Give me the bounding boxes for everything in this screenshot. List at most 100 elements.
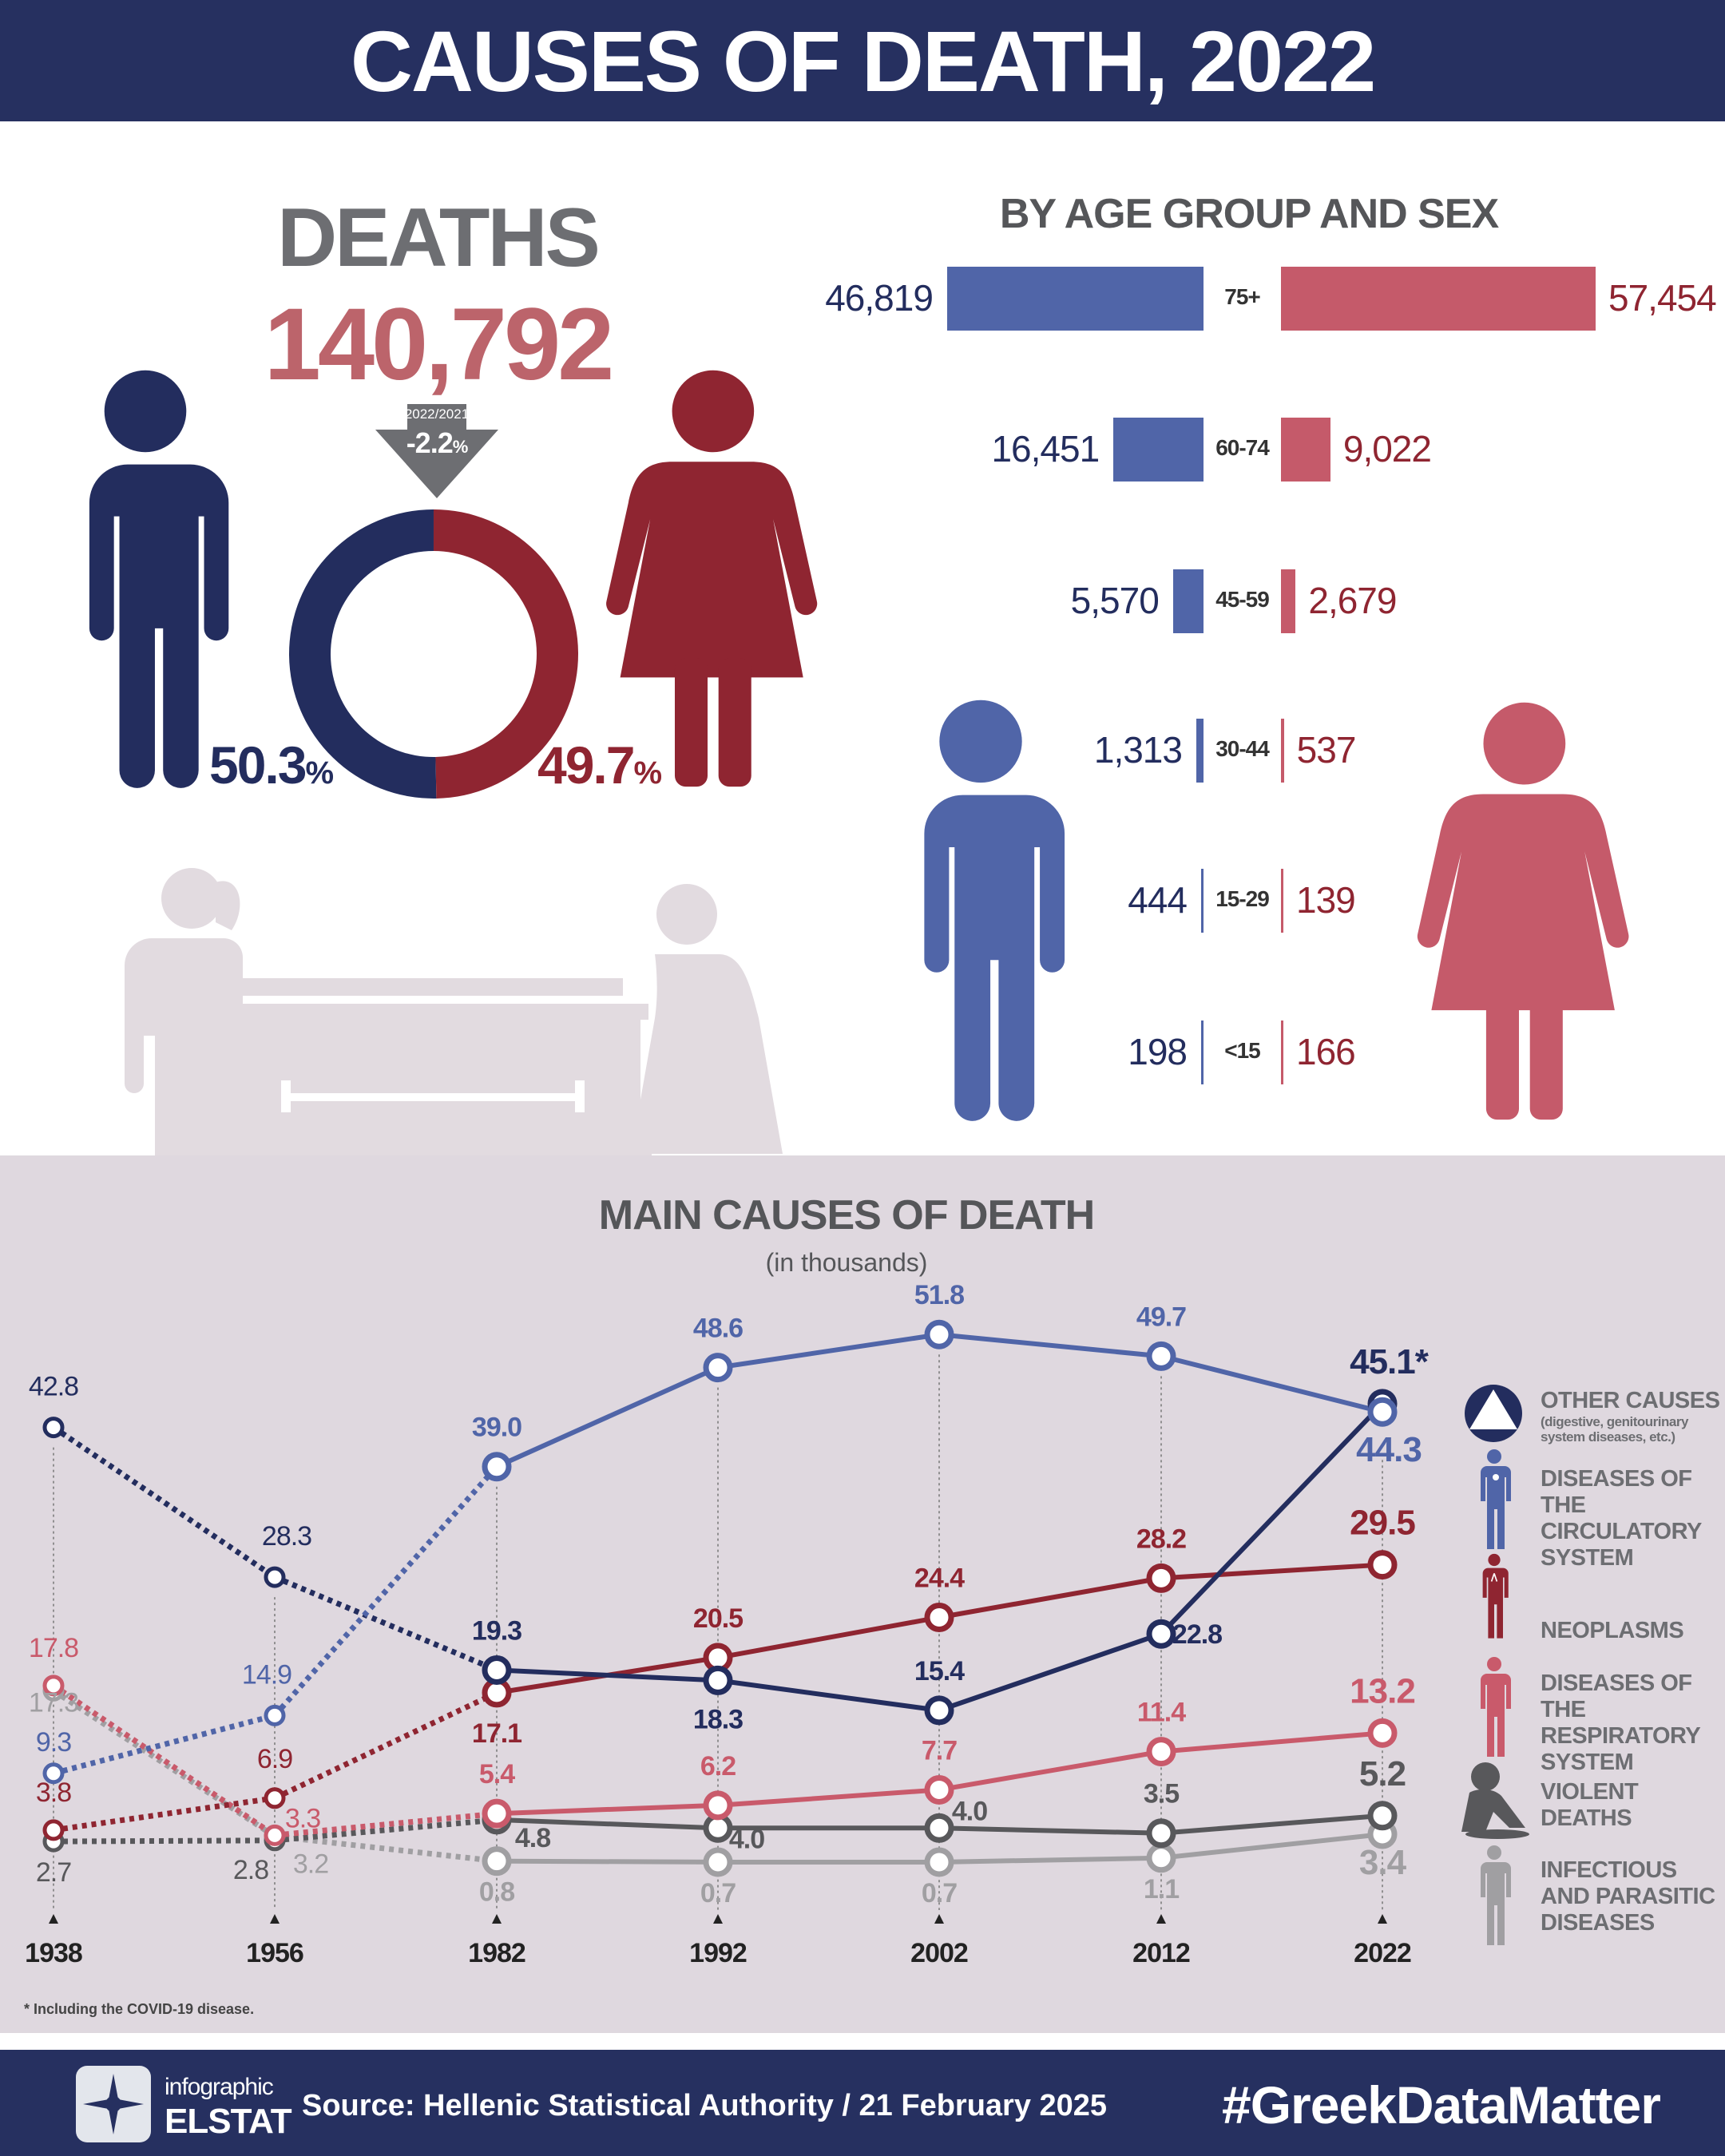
x-tick-arrow (270, 1914, 280, 1924)
male-count: 198 (1128, 1031, 1188, 1072)
series-segment (717, 1615, 940, 1660)
elstat-logo (76, 2066, 151, 2142)
legend-respiratory: DISEASES OF THE RESPIRATORY SYSTEM (1541, 1671, 1700, 1775)
data-point-marker (924, 1695, 954, 1726)
data-label: 42.8 (29, 1372, 78, 1402)
data-point-marker (1367, 1550, 1398, 1580)
female-figure-icon (606, 370, 818, 787)
series-segment (938, 1631, 1162, 1713)
x-tick-label: 1982 (468, 1938, 525, 1968)
x-tick-label: 1956 (246, 1938, 303, 1968)
male-count: 16,451 (991, 428, 1100, 470)
series-segment (938, 1575, 1162, 1620)
series-segment (496, 1858, 719, 1865)
data-point-marker (482, 1655, 512, 1685)
legend-violent: VIOLENT DEATHS (1541, 1779, 1639, 1831)
data-label: 51.8 (914, 1280, 964, 1310)
x-tick-label: 1938 (25, 1938, 82, 1968)
x-tick-arrow (49, 1914, 58, 1924)
x-tick-label: 2022 (1354, 1938, 1411, 1968)
series-segment (496, 1817, 719, 1831)
female-count: 537 (1296, 729, 1357, 771)
data-label: 29.5 (1350, 1504, 1415, 1543)
data-point-marker (924, 1319, 954, 1349)
data-label: 19.3 (472, 1615, 521, 1646)
male-bar (1201, 1021, 1204, 1084)
logo-text-top: infographic (165, 2074, 274, 2100)
data-label: 3.8 (36, 1778, 71, 1808)
legend-circulatory: DISEASES OF THE CIRCULATORY SYSTEM (1541, 1466, 1702, 1571)
legend-neoplasms: NEOPLASMS (1541, 1618, 1684, 1643)
male-bar (1172, 569, 1204, 633)
data-label: 4.0 (729, 1824, 764, 1854)
series-segment (496, 1667, 719, 1683)
data-label: 39.0 (472, 1413, 521, 1443)
data-label: 2.8 (233, 1855, 268, 1885)
person-heart-icon (1481, 1449, 1511, 1549)
deaths-total: 140,792 (264, 287, 615, 402)
data-point-marker (703, 1847, 733, 1877)
deaths-label: DEATHS (277, 192, 601, 284)
data-label: 6.9 (257, 1744, 292, 1774)
data-point-marker (264, 1824, 286, 1846)
female-percentage: 49.7% (537, 735, 662, 795)
series-segment (1160, 1562, 1383, 1581)
data-point-marker (42, 1819, 65, 1841)
legend-infectious: INFECTIOUS AND PARASITIC DISEASES (1541, 1857, 1715, 1936)
data-label: 3.3 (285, 1803, 320, 1833)
female-count: 2,679 (1308, 580, 1397, 621)
data-label: 17.3 (29, 1687, 78, 1718)
series-segment (938, 1332, 1162, 1359)
data-label: 2.7 (36, 1857, 71, 1888)
data-label: 9.3 (36, 1727, 71, 1758)
series-segment (1160, 1813, 1383, 1836)
series-dotted-segment (52, 1682, 276, 1838)
data-point-marker (482, 1798, 512, 1829)
series-dotted-segment (53, 1712, 276, 1777)
male-figure-icon (89, 370, 229, 788)
data-label: 4.0 (952, 1796, 987, 1826)
data-label: 45.1* (1350, 1342, 1430, 1381)
page-title: CAUSES OF DEATH, 2022 (350, 13, 1376, 109)
data-point-marker (1367, 1718, 1398, 1748)
data-point-marker (42, 1417, 65, 1439)
data-point-marker (924, 1603, 954, 1633)
data-point-marker (482, 1452, 512, 1482)
male-bar (1200, 869, 1204, 933)
data-point-marker (42, 1674, 65, 1697)
data-label: 24.4 (914, 1563, 965, 1594)
data-label: 18.3 (693, 1704, 743, 1734)
data-point-marker (1146, 1843, 1176, 1873)
funeral-scene-icon (125, 868, 783, 1155)
data-point-marker (703, 1353, 733, 1383)
causes-line-chart: 1938 1956 1982 1992 2002 2012 2022 42.8 28.3 19.3… (25, 1280, 1430, 1968)
x-tick-arrow (492, 1914, 502, 1924)
series-segment (1160, 1730, 1383, 1754)
hashtag: #GreekDataMatter (1222, 2075, 1661, 2134)
data-label: 28.2 (1136, 1524, 1186, 1554)
age-group-label: 75+ (1224, 284, 1261, 309)
data-label: 48.6 (693, 1314, 743, 1344)
female-bar (1281, 719, 1284, 783)
triangle-in-circle-icon (1465, 1385, 1522, 1442)
female-bar (1281, 569, 1296, 633)
series-dotted-segment (273, 1574, 498, 1673)
data-point-marker (703, 1665, 733, 1695)
header-band (0, 0, 1725, 121)
compass-star-icon (83, 2074, 144, 2134)
change-period: 2022/2021 (404, 406, 470, 422)
male-bar (1113, 418, 1204, 482)
data-point-marker (1367, 1397, 1398, 1427)
age-group-label: 60-74 (1215, 435, 1270, 460)
data-label: 13.2 (1350, 1671, 1415, 1710)
series-segment (1160, 1832, 1383, 1861)
age-group-label: 15-29 (1215, 886, 1270, 911)
series-segment (496, 1802, 719, 1817)
data-label: 15.4 (914, 1656, 965, 1686)
female-count: 57,454 (1608, 277, 1717, 319)
data-label: 44.3 (1356, 1430, 1422, 1469)
female-bar (1281, 1021, 1283, 1084)
data-label: 17.1 (472, 1718, 521, 1749)
legend-other-causes: OTHER CAUSES (digestive, genitourinary sy… (1541, 1388, 1720, 1445)
